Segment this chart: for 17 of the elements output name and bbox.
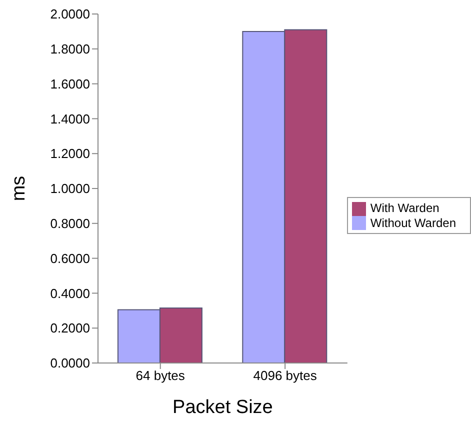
x-tick-label: 64 bytes — [136, 368, 186, 384]
y-tick-label: 1.2000 — [50, 146, 90, 162]
y-tick-label: 1.6000 — [50, 76, 90, 92]
y-tick-label: 1.4000 — [50, 111, 90, 126]
y-tick-label: 2.0000 — [50, 6, 90, 22]
y-tick-label: 0.2000 — [50, 320, 90, 336]
y-tick-label: 1.0000 — [50, 181, 90, 196]
y-tick-label: 0.8000 — [50, 216, 90, 232]
x-tick-label: 4096 bytes — [253, 368, 318, 384]
y-axis-title: ms — [8, 176, 30, 202]
y-tick-label: 0.6000 — [50, 250, 90, 266]
x-axis-title: Packet Size — [172, 397, 273, 418]
legend-label: With Warden — [370, 200, 440, 215]
y-tick-label: 0.4000 — [50, 286, 90, 301]
legend-label: Without Warden — [370, 216, 456, 230]
y-tick-label: 1.8000 — [50, 42, 90, 57]
y-tick-label: 0.0000 — [50, 356, 90, 371]
